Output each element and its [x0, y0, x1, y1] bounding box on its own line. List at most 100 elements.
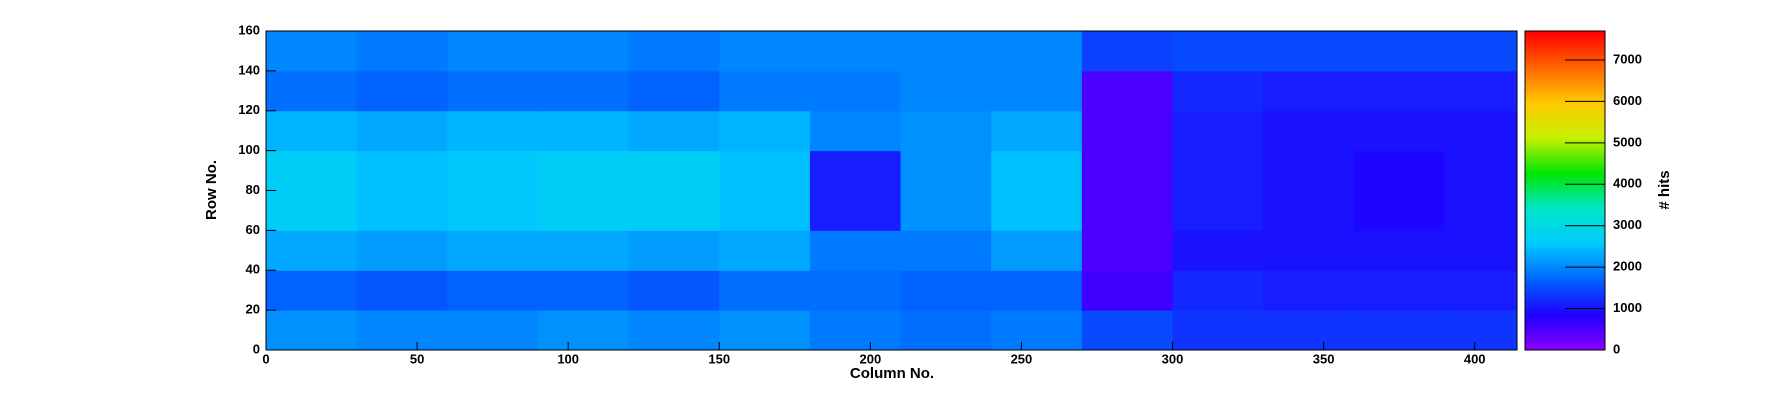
heatmap-cell: [266, 190, 358, 231]
colorbar-segment: [1525, 286, 1605, 290]
colorbar-segment: [1525, 33, 1605, 37]
heatmap-cell: [537, 31, 630, 72]
colorbar-segment: [1525, 206, 1605, 210]
colorbar-segment: [1525, 94, 1605, 98]
colorbar-segment: [1525, 230, 1605, 234]
colorbar-segment: [1525, 312, 1605, 316]
colorbar-segment: [1525, 254, 1605, 258]
colorbar-segment: [1525, 342, 1605, 346]
heatmap-cell: [809, 31, 902, 72]
heatmap-cell: [537, 110, 630, 152]
heatmap-cell: [628, 230, 720, 271]
colorbar-segment: [1525, 238, 1605, 242]
colorbar-segment: [1525, 302, 1605, 306]
colorbar-tick-label: 4000: [1613, 176, 1642, 191]
colorbar-segment: [1525, 70, 1605, 75]
heatmap-cell: [1172, 110, 1264, 152]
colorbar-segment: [1525, 105, 1605, 109]
colorbar-segment: [1525, 54, 1605, 59]
colorbar-segment: [1525, 52, 1605, 56]
colorbar-segment: [1525, 187, 1605, 191]
colorbar-segment: [1525, 264, 1605, 269]
heatmap-cell: [1353, 150, 1445, 191]
colorbar-segment: [1525, 291, 1605, 295]
colorbar-segment: [1525, 243, 1605, 247]
colorbar-segment: [1525, 225, 1605, 229]
colorbar-segment: [1525, 326, 1605, 330]
colorbar-segment: [1525, 246, 1605, 250]
colorbar-segment: [1525, 217, 1605, 221]
heatmap-cell: [809, 230, 902, 271]
heatmap-cell: [809, 110, 902, 152]
colorbar-segment: [1525, 62, 1605, 67]
colorbar-segment: [1525, 185, 1605, 189]
y-tick-label: 80: [246, 182, 260, 197]
heatmap-cell: [1263, 190, 1355, 231]
colorbar-segment: [1525, 38, 1605, 43]
heatmap-cell: [356, 310, 448, 351]
colorbar-segment: [1525, 169, 1605, 173]
colorbar-segment: [1525, 158, 1605, 162]
y-tick-label: 0: [253, 341, 260, 356]
heatmap-cell: [447, 270, 539, 311]
heatmap-cell: [719, 190, 811, 231]
colorbar-segment: [1525, 155, 1605, 160]
heatmap-cell: [991, 270, 1083, 311]
heatmap-cell: [447, 310, 539, 351]
heatmap-cell: [900, 310, 992, 351]
heatmap-cell: [628, 70, 720, 112]
heatmap-cell: [1353, 31, 1445, 72]
colorbar-segment: [1525, 161, 1605, 165]
heatmap-cell: [266, 31, 358, 72]
colorbar-segment: [1525, 110, 1605, 114]
heatmap-cell: [537, 190, 630, 231]
colorbar-segment: [1525, 126, 1605, 130]
x-tick-label: 150: [708, 351, 730, 366]
heatmap-cell: [1263, 110, 1355, 152]
heatmap-cell: [447, 110, 539, 152]
colorbar-segment: [1525, 108, 1605, 112]
heatmap-cell: [537, 230, 630, 271]
heatmap-cell: [1444, 270, 1518, 311]
colorbar-segment: [1525, 129, 1605, 133]
heatmap-cell: [900, 190, 992, 231]
heatmap-cell: [356, 230, 448, 271]
heatmap-cell: [266, 270, 358, 311]
x-tick-label: 300: [1162, 351, 1184, 366]
heatmap-cell: [1353, 110, 1445, 152]
colorbar-segment: [1525, 262, 1605, 266]
colorbar-segment: [1525, 299, 1605, 303]
y-tick-label: 20: [246, 302, 260, 317]
colorbar-segment: [1525, 121, 1605, 125]
colorbar-segment: [1525, 344, 1605, 348]
x-tick-label: 250: [1011, 351, 1033, 366]
colorbar-segment: [1525, 163, 1605, 168]
heatmap-cell: [1444, 110, 1518, 152]
colorbar-segment: [1525, 102, 1605, 106]
heatmap-cell: [628, 150, 720, 191]
heatmap-cell: [809, 190, 902, 231]
x-tick-label: 400: [1464, 351, 1486, 366]
heatmap-cell: [1263, 310, 1355, 351]
colorbar-segment: [1525, 60, 1605, 64]
colorbar-segment: [1525, 222, 1605, 226]
heatmap-cell: [809, 150, 902, 191]
colorbar-segment: [1525, 84, 1605, 88]
heatmap-cell: [991, 31, 1083, 72]
heatmap-cell: [1444, 150, 1518, 191]
heatmap-cell: [266, 70, 358, 112]
heatmap-cell: [1081, 31, 1174, 72]
heatmap-cell: [266, 230, 358, 271]
colorbar-segment: [1525, 259, 1605, 263]
colorbar-segment: [1525, 145, 1605, 149]
heatmap-cell: [628, 190, 720, 231]
colorbar-segment: [1525, 214, 1605, 218]
heatmap-cell: [356, 70, 448, 112]
colorbar-segment: [1525, 31, 1605, 35]
colorbar-segment: [1525, 89, 1605, 93]
colorbar-segment: [1525, 275, 1605, 279]
colorbar-segment: [1525, 36, 1605, 40]
x-tick-label: 350: [1313, 351, 1335, 366]
colorbar-segment: [1525, 137, 1605, 141]
heatmap-cell: [719, 230, 811, 271]
